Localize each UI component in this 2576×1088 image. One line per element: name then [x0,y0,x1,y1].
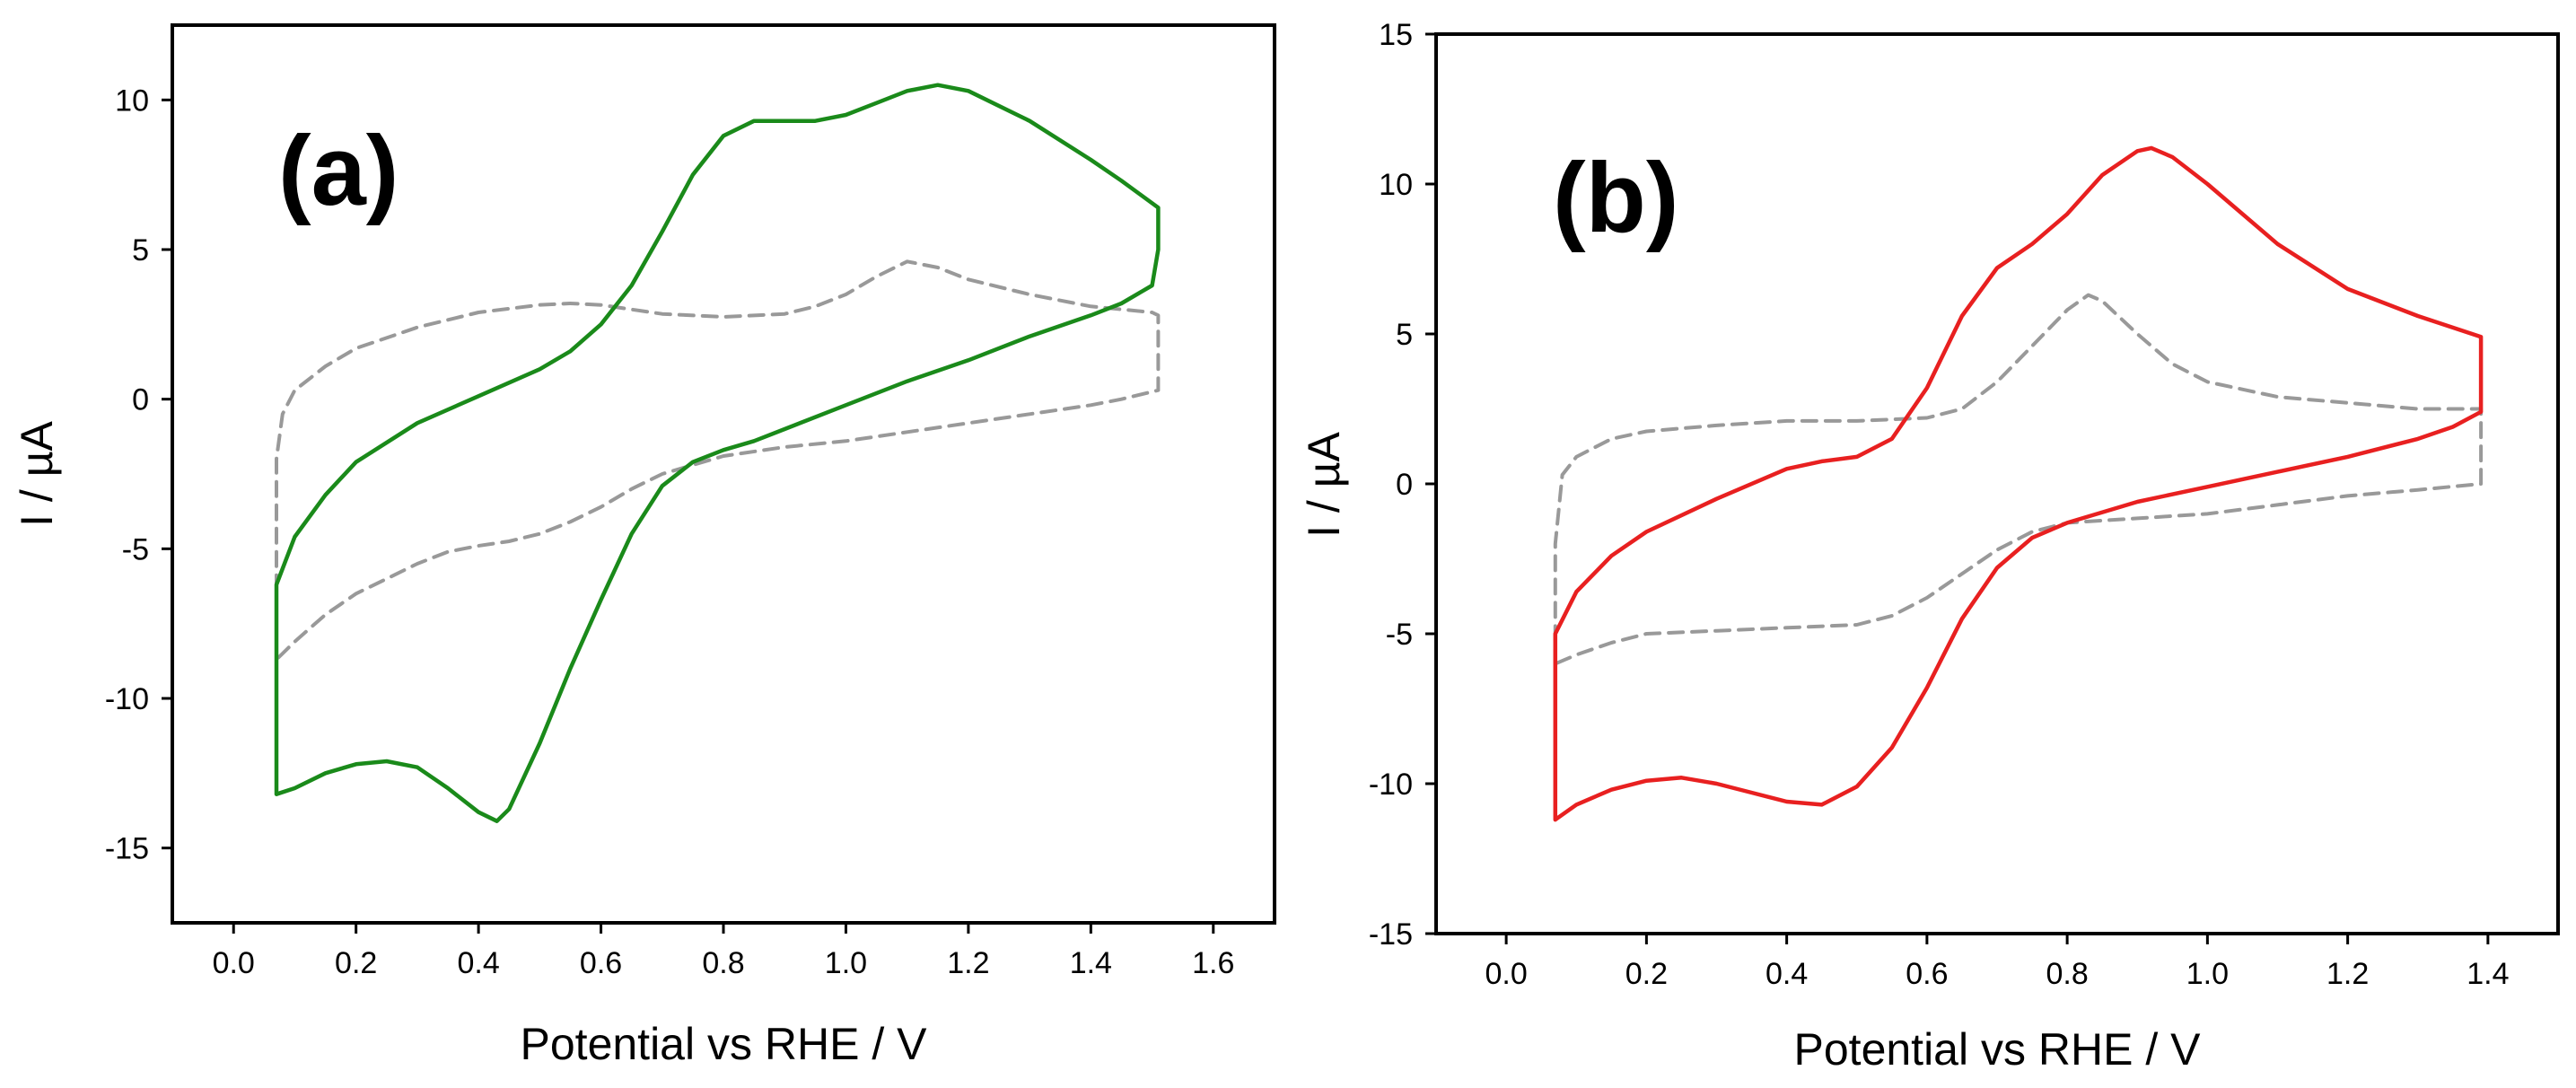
x-tick-label-a: 1.0 [825,946,867,980]
panel-label-b: (b) [1553,143,1678,253]
series-modified-curve-a [274,83,1161,823]
x-tick-label-a: 0.6 [580,946,622,980]
y-axis-label-b: I / µA [1299,431,1349,537]
y-tick-label-b: -10 [1369,768,1413,802]
y-tick-label-b: 5 [1396,318,1413,352]
x-tick-label-b: 0.2 [1625,957,1668,991]
y-tick-label-a: 5 [132,233,149,268]
x-tick-label-a: 1.4 [1070,946,1112,980]
x-tick-label-b: 0.8 [2046,957,2088,991]
y-tick-label-b: 0 [1396,468,1413,502]
x-ticks-a: 0.0 0.2 0.4 0.6 0.8 1.0 1.2 1.4 1.6 [213,923,1234,980]
x-ticks-b: 0.0 0.2 0.4 0.6 0.8 1.0 1.2 1.4 [1485,934,2510,991]
series-modified-curve-b [1553,145,2484,822]
x-tick-label-b: 1.4 [2466,957,2509,991]
y-tick-label-a: 0 [132,383,149,417]
y-tick-label-b: -5 [1386,618,1413,652]
x-tick-label-a: 0.8 [702,946,744,980]
panel-label-a: (a) [278,116,399,226]
y-tick-label-a: -5 [122,532,149,566]
series-layer-a [274,83,1161,823]
series-background-curve-b [1553,293,2484,666]
y-ticks-a: -15 -10 -5 0 5 10 [105,83,172,866]
series-layer-b [1553,145,2484,822]
panel-a: 0.0 0.2 0.4 0.6 0.8 1.0 1.2 1.4 1.6 -15 -10 -5 0 5 10… [12,23,1276,1069]
x-tick-label-b: 0.0 [1485,957,1527,991]
panel-b: 0.0 0.2 0.4 0.6 0.8 1.0 1.2 1.4 -15-10-5051015 … [1299,18,2560,1075]
y-tick-label-a: -10 [105,682,149,716]
x-tick-label-b: 1.0 [2186,957,2229,991]
x-tick-label-a: 0.2 [335,946,377,980]
y-tick-label-b: -15 [1369,917,1413,952]
series-background-curve-a [275,259,1161,662]
x-tick-label-a: 1.2 [947,946,989,980]
y-tick-label-a: 10 [115,83,149,118]
x-tick-label-a: 1.6 [1192,946,1234,980]
x-tick-label-b: 0.4 [1766,957,1808,991]
x-tick-label-b: 0.6 [1906,957,1948,991]
x-axis-label-b: Potential vs RHE / V [1794,1024,2202,1075]
y-axis-label-a: I / µA [12,420,62,526]
x-axis-label-a: Potential vs RHE / V [521,1019,928,1069]
y-tick-label-b: 15 [1379,18,1413,52]
y-tick-label-b: 10 [1379,168,1413,202]
x-tick-label-a: 0.4 [457,946,499,980]
x-tick-label-b: 1.2 [2326,957,2369,991]
y-tick-label-a: -15 [105,832,149,866]
x-tick-label-a: 0.0 [213,946,255,980]
y-ticks-b: -15 -10 -5 0 5 10 15 [1369,18,1436,952]
